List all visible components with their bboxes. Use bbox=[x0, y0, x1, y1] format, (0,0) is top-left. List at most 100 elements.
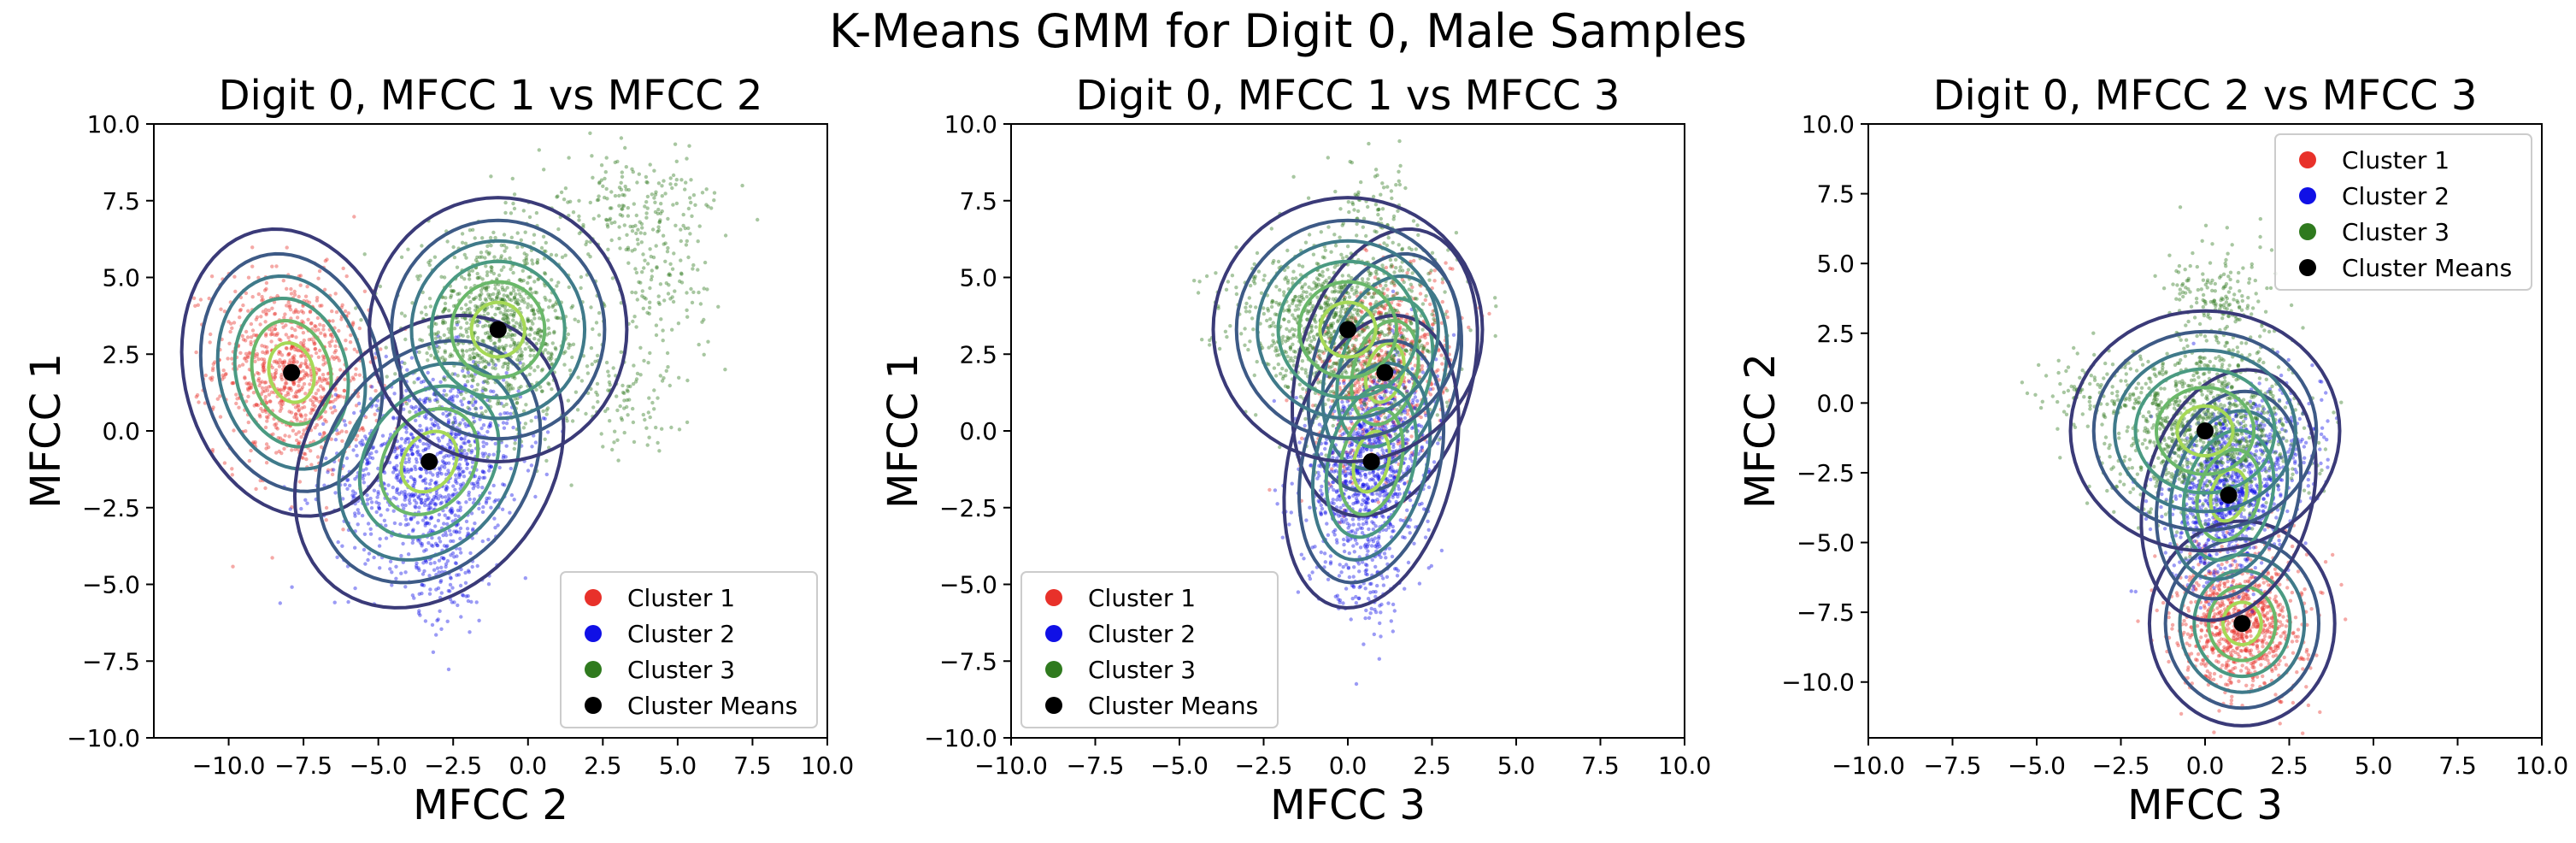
data-point bbox=[502, 316, 506, 321]
data-point bbox=[270, 556, 274, 560]
data-point bbox=[604, 360, 609, 365]
data-point bbox=[363, 415, 368, 420]
data-point bbox=[478, 297, 482, 302]
data-point bbox=[1428, 302, 1432, 307]
data-point bbox=[315, 296, 320, 300]
data-point bbox=[249, 335, 254, 339]
data-point bbox=[279, 406, 284, 410]
data-point bbox=[353, 491, 357, 496]
y-tick-label: −7.5 bbox=[82, 647, 140, 675]
y-tick-label: 0.0 bbox=[102, 417, 140, 445]
data-point bbox=[643, 417, 647, 422]
data-point bbox=[1396, 441, 1401, 446]
data-point bbox=[481, 454, 485, 458]
data-point bbox=[416, 496, 421, 500]
data-point bbox=[421, 518, 426, 522]
data-point bbox=[256, 403, 260, 408]
data-point bbox=[322, 431, 326, 436]
data-point bbox=[403, 337, 408, 342]
data-point bbox=[298, 354, 303, 358]
data-point bbox=[424, 416, 428, 421]
data-point bbox=[298, 412, 303, 416]
data-point bbox=[625, 233, 629, 237]
data-point bbox=[503, 210, 508, 215]
data-point bbox=[443, 307, 447, 311]
data-point bbox=[417, 505, 421, 510]
data-point bbox=[436, 474, 440, 478]
data-point bbox=[631, 406, 635, 411]
data-point bbox=[433, 524, 438, 528]
data-point bbox=[497, 273, 502, 278]
data-point bbox=[333, 398, 338, 402]
data-point bbox=[556, 315, 560, 321]
data-point bbox=[461, 593, 466, 598]
data-point bbox=[467, 273, 472, 278]
data-point bbox=[1369, 544, 1374, 548]
data-point bbox=[282, 386, 286, 391]
data-point bbox=[450, 397, 455, 402]
data-point bbox=[284, 345, 289, 351]
data-point bbox=[459, 436, 463, 440]
data-point bbox=[693, 203, 697, 207]
data-point bbox=[387, 460, 392, 465]
data-point bbox=[254, 486, 258, 492]
data-point bbox=[508, 510, 512, 515]
data-point bbox=[360, 443, 364, 447]
data-point bbox=[403, 440, 408, 445]
data-point bbox=[333, 292, 338, 296]
data-point bbox=[276, 436, 280, 440]
data-point bbox=[1356, 390, 1361, 394]
data-point bbox=[273, 359, 279, 363]
data-point bbox=[255, 370, 260, 375]
data-point bbox=[394, 576, 398, 581]
data-point bbox=[506, 320, 511, 325]
data-point bbox=[418, 467, 422, 471]
data-point bbox=[1375, 380, 1380, 385]
data-point bbox=[238, 308, 243, 312]
data-point bbox=[193, 304, 197, 308]
data-point bbox=[466, 439, 471, 444]
data-point bbox=[478, 275, 482, 280]
data-point bbox=[1388, 327, 1392, 331]
data-point bbox=[483, 365, 487, 369]
data-point bbox=[1353, 380, 1358, 386]
data-point bbox=[280, 360, 285, 364]
data-point bbox=[1267, 487, 1272, 492]
data-point bbox=[512, 343, 516, 347]
data-point bbox=[567, 345, 571, 351]
data-point bbox=[512, 341, 517, 345]
data-point bbox=[503, 318, 508, 322]
data-point bbox=[520, 353, 524, 357]
data-point bbox=[1401, 337, 1405, 341]
data-point bbox=[1328, 554, 1333, 558]
data-point bbox=[1355, 528, 1360, 532]
data-point bbox=[455, 322, 460, 327]
contour-level bbox=[409, 239, 587, 421]
data-point bbox=[421, 478, 426, 483]
data-point bbox=[444, 472, 449, 476]
data-point bbox=[503, 455, 508, 459]
data-point bbox=[673, 182, 678, 186]
data-point bbox=[1350, 316, 1354, 321]
data-point bbox=[446, 420, 451, 425]
data-point bbox=[480, 486, 485, 490]
data-point bbox=[712, 198, 716, 203]
data-point bbox=[333, 344, 338, 349]
data-point bbox=[538, 385, 543, 389]
data-point bbox=[1355, 390, 1359, 394]
contour-level bbox=[379, 406, 480, 516]
data-point bbox=[1389, 401, 1394, 405]
data-point bbox=[1444, 309, 1450, 314]
data-point bbox=[313, 347, 317, 351]
data-point bbox=[617, 225, 621, 229]
data-point bbox=[299, 506, 303, 511]
data-point bbox=[418, 466, 422, 471]
data-point bbox=[644, 200, 649, 204]
data-point bbox=[521, 409, 526, 413]
data-point bbox=[353, 545, 357, 550]
data-point bbox=[375, 495, 379, 499]
data-point bbox=[550, 387, 554, 392]
data-point bbox=[295, 389, 299, 393]
data-point bbox=[524, 256, 528, 260]
data-point bbox=[222, 375, 226, 380]
